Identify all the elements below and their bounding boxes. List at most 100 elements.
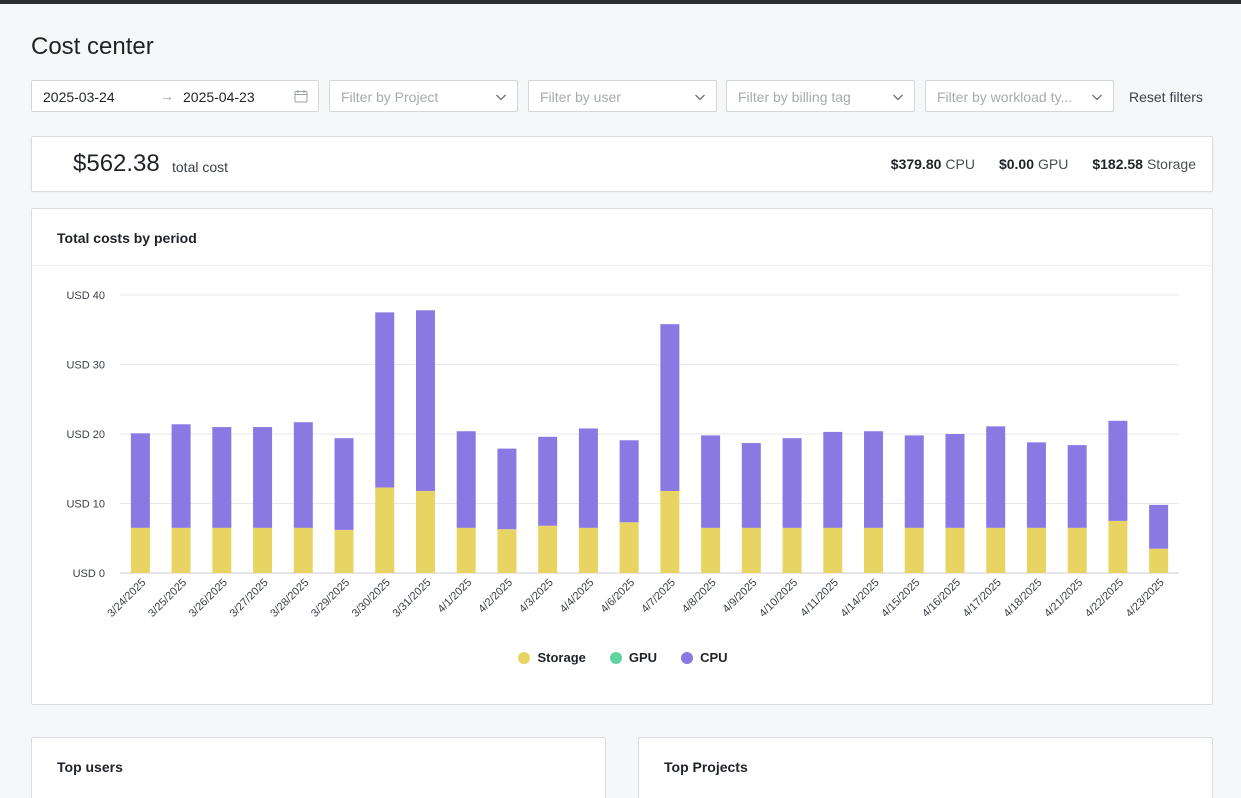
bar-storage — [456, 527, 476, 573]
bar-cpu — [904, 435, 924, 528]
bar-storage — [334, 529, 354, 573]
date-start[interactable]: 2025-03-24 — [43, 89, 115, 105]
bar-cpu — [741, 443, 761, 528]
cpu-cost: $379.80 CPU — [891, 156, 975, 172]
storage-cost-label: Storage — [1146, 156, 1196, 172]
bar-storage — [538, 525, 558, 573]
chevron-down-icon — [496, 94, 506, 101]
x-tick-label: 4/8/2025 — [680, 577, 719, 616]
bar-cpu — [456, 431, 476, 528]
chart-card-title: Total costs by period — [57, 230, 197, 246]
bar-cpu — [1149, 504, 1169, 549]
x-tick-label: 4/7/2025 — [639, 577, 678, 616]
top-bar — [0, 0, 1241, 4]
gpu-cost: $0.00 GPU — [999, 156, 1068, 172]
bar-storage — [578, 527, 598, 573]
date-end[interactable]: 2025-04-23 — [183, 89, 255, 105]
x-tick-label: 3/31/2025 — [391, 577, 434, 620]
legend-dot-gpu — [609, 651, 622, 664]
bar-storage — [741, 527, 761, 573]
bar-storage — [171, 527, 191, 573]
gpu-cost-label: GPU — [1038, 156, 1069, 172]
x-tick-label: 4/21/2025 — [1042, 577, 1085, 620]
bar-storage — [823, 527, 843, 573]
bar-storage — [497, 529, 517, 573]
bar-storage — [660, 490, 680, 573]
bar-storage — [701, 527, 721, 573]
x-tick-label: 3/29/2025 — [309, 577, 352, 620]
x-tick-label: 4/2/2025 — [476, 577, 515, 616]
x-tick-label: 4/3/2025 — [517, 577, 556, 616]
bar-cpu — [1067, 445, 1087, 528]
top-users-title: Top users — [57, 759, 123, 775]
legend-label-storage: Storage — [537, 650, 586, 665]
x-tick-label: 4/14/2025 — [839, 577, 882, 620]
chevron-down-icon — [695, 94, 705, 101]
bar-storage — [415, 490, 435, 573]
bar-cpu — [782, 438, 802, 528]
bar-cpu — [864, 431, 884, 528]
date-range-picker[interactable]: 2025-03-24 → 2025-04-23 — [31, 80, 319, 112]
x-tick-label: 4/17/2025 — [961, 577, 1004, 620]
x-tick-label: 3/28/2025 — [268, 577, 311, 620]
bar-cpu — [212, 427, 232, 528]
legend-dot-cpu — [681, 651, 694, 664]
x-tick-label: 4/22/2025 — [1083, 577, 1126, 620]
storage-cost: $182.58 Storage — [1092, 156, 1196, 172]
bar-cpu — [1108, 420, 1128, 521]
x-tick-label: 3/25/2025 — [146, 577, 189, 620]
bar-cpu — [945, 434, 965, 528]
costs-by-period-card: Total costs by period USD 0 USD 10 USD 20 U… — [31, 208, 1213, 705]
bar-cpu — [334, 438, 354, 530]
legend-item-storage[interactable]: Storage — [518, 650, 586, 665]
top-projects-title: Top Projects — [664, 759, 748, 775]
total-cost-label: total cost — [172, 159, 229, 175]
arrow-right-icon: → — [160, 88, 174, 104]
bar-cpu — [701, 435, 721, 528]
x-tick-label: 4/23/2025 — [1124, 577, 1167, 620]
legend-item-cpu[interactable]: CPU — [681, 650, 728, 665]
billing-tag-filter-placeholder: Filter by billing tag — [738, 89, 851, 105]
bar-cpu — [497, 448, 517, 530]
bar-cpu — [415, 310, 435, 491]
x-tick-label: 4/9/2025 — [721, 577, 760, 616]
bar-storage — [945, 527, 965, 573]
legend-item-gpu[interactable]: GPU — [609, 650, 657, 665]
x-tick-label: 3/24/2025 — [105, 577, 148, 620]
cost-summary: $562.38 total cost $379.80 CPU $0.00 GPU $… — [31, 136, 1213, 192]
x-tick-label: 4/11/2025 — [798, 577, 841, 620]
user-filter-placeholder: Filter by user — [540, 89, 621, 105]
top-users-card: Top users — [31, 737, 606, 798]
bar-storage — [782, 527, 802, 573]
bar-cpu — [660, 324, 680, 491]
bar-storage — [293, 527, 313, 573]
bar-storage — [904, 527, 924, 573]
project-filter-select[interactable]: Filter by Project — [329, 80, 518, 112]
bar-storage — [864, 527, 884, 573]
bar-cpu — [293, 422, 313, 528]
calendar-icon[interactable] — [294, 89, 308, 103]
billing-tag-filter-select[interactable]: Filter by billing tag — [726, 80, 915, 112]
workload-type-filter-select[interactable]: Filter by workload ty... — [925, 80, 1114, 112]
storage-cost-value: $182.58 — [1092, 156, 1143, 172]
bar-storage — [619, 522, 639, 573]
bar-cpu — [986, 426, 1006, 528]
project-filter-placeholder: Filter by Project — [341, 89, 439, 105]
cpu-cost-value: $379.80 — [890, 156, 942, 172]
reset-filters-button[interactable]: Reset filters — [1129, 89, 1203, 105]
bar-cpu — [375, 312, 395, 488]
user-filter-select[interactable]: Filter by user — [528, 80, 717, 112]
card-divider — [32, 265, 1212, 266]
y-tick-label: USD 0 — [73, 568, 105, 580]
x-tick-label: 4/18/2025 — [1001, 577, 1044, 620]
y-tick-label: USD 30 — [66, 360, 105, 372]
workload-type-filter-placeholder: Filter by workload ty... — [937, 89, 1073, 105]
x-tick-label: 4/4/2025 — [558, 577, 597, 616]
bar-cpu — [619, 440, 639, 523]
cpu-cost-label: CPU — [945, 156, 975, 172]
bar-cpu — [171, 424, 191, 528]
x-tick-label: 3/30/2025 — [350, 577, 393, 620]
bar-storage — [253, 527, 273, 573]
bar-storage — [212, 527, 232, 573]
